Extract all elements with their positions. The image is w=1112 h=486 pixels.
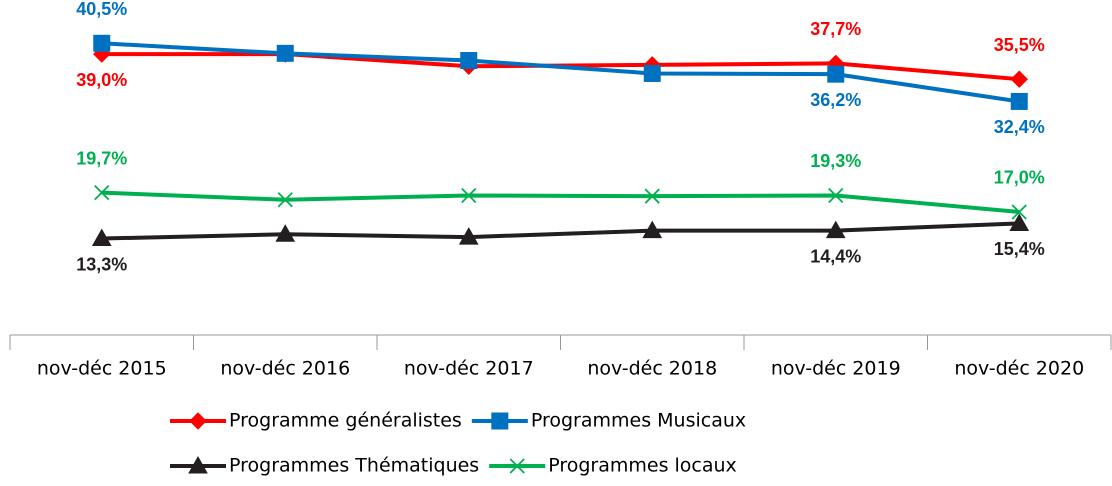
legend-label: Programmes locaux	[548, 455, 737, 477]
marker	[1010, 92, 1028, 110]
data-label: 19,7%	[76, 148, 127, 168]
data-label: 14,4%	[810, 246, 861, 266]
marker	[460, 52, 478, 70]
legend-label: Programme généralistes	[229, 410, 462, 432]
marker	[461, 187, 477, 204]
marker	[1009, 213, 1030, 231]
marker	[94, 184, 110, 201]
marker	[275, 224, 296, 242]
x-tick-label: nov-déc 2017	[404, 358, 534, 380]
marker	[825, 220, 846, 239]
data-label: 36,2%	[810, 90, 861, 110]
series-line	[101, 41, 1020, 104]
legend-item: Programmes Thématiques	[170, 455, 479, 477]
legend-label: Programmes Thématiques	[229, 455, 479, 477]
marker	[93, 34, 111, 52]
marker	[1011, 204, 1027, 220]
marker	[1010, 70, 1028, 88]
marker	[642, 220, 663, 239]
data-label: 35,5%	[994, 35, 1045, 55]
series-line	[101, 190, 1020, 214]
marker	[509, 458, 525, 474]
marker	[458, 227, 479, 245]
marker	[189, 412, 207, 430]
marker	[188, 455, 208, 474]
x-tick-label: nov-déc 2018	[587, 358, 717, 380]
data-label: 19,3%	[810, 151, 861, 171]
data-label: 39,0%	[76, 70, 127, 90]
series-line	[101, 221, 1020, 241]
legend-item: Programme généralistes	[170, 410, 462, 432]
legend-label: Programmes Musicaux	[531, 410, 746, 432]
data-label: 17,0%	[994, 168, 1045, 188]
legend-item: Programmes locaux	[489, 455, 737, 477]
x-tick-label: nov-déc 2020	[954, 358, 1084, 380]
data-label: 37,7%	[810, 19, 861, 39]
marker	[643, 64, 661, 82]
marker	[827, 65, 845, 83]
marker	[828, 187, 844, 204]
data-label: 15,4%	[994, 239, 1045, 259]
x-tick-label: nov-déc 2016	[220, 358, 350, 380]
data-label: 32,4%	[994, 117, 1045, 137]
marker	[276, 44, 294, 62]
marker	[277, 192, 293, 208]
data-label: 13,3%	[76, 254, 127, 274]
marker	[491, 412, 509, 430]
x-tick-label: nov-déc 2015	[37, 358, 167, 380]
marker	[644, 188, 660, 204]
legend-item: Programmes Musicaux	[471, 410, 746, 432]
x-tick-label: nov-déc 2019	[771, 358, 901, 380]
marker	[91, 228, 112, 247]
data-label: 40,5%	[76, 0, 127, 19]
